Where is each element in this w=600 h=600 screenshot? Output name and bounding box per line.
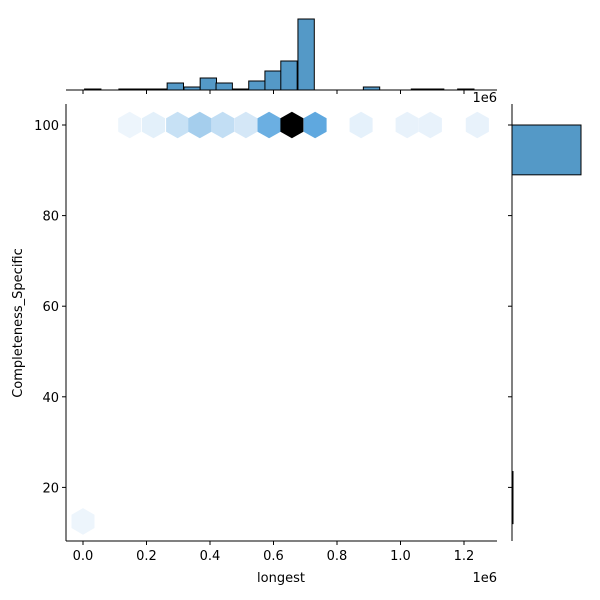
hexbin-cell bbox=[234, 111, 258, 139]
x-tick-label: 0.6 bbox=[263, 549, 284, 564]
hexbin-cell bbox=[465, 111, 489, 139]
histogram-bar bbox=[199, 77, 218, 91]
histogram-bar bbox=[297, 18, 315, 91]
marginal-y-histogram bbox=[511, 124, 582, 525]
x-tick-label: 1.2 bbox=[454, 549, 475, 564]
y-tick-label: 80 bbox=[42, 210, 59, 225]
x-axis-ticks: 0.0 0.2 0.4 0.6 0.8 1.0 1.2 bbox=[73, 541, 475, 564]
y-tick-label: 60 bbox=[42, 300, 59, 315]
y-axis-label: Completeness_Specific bbox=[11, 248, 26, 398]
y-tick-label: 100 bbox=[34, 119, 59, 134]
hexbin-cell bbox=[257, 111, 281, 139]
top-marginal-ticks bbox=[82, 90, 465, 94]
hexbin-cell bbox=[166, 111, 190, 139]
hexbin-cell bbox=[118, 111, 142, 139]
y-axis-ticks: 20 40 60 80 100 bbox=[34, 119, 66, 496]
x-offset-label-top: 1e6 bbox=[472, 91, 497, 106]
right-marginal-ticks bbox=[508, 124, 512, 488]
y-tick-label: 20 bbox=[42, 481, 59, 496]
hexbin-cell bbox=[71, 508, 95, 535]
x-tick-label: 0.4 bbox=[200, 549, 221, 564]
hexbin-cell bbox=[395, 111, 419, 139]
histogram-bar bbox=[511, 124, 582, 176]
hexbin-cell bbox=[188, 111, 212, 139]
x-tick-label: 0.2 bbox=[136, 549, 157, 564]
x-axis-label: longest bbox=[257, 571, 305, 586]
hexbin-cell bbox=[142, 111, 165, 139]
x-tick-label: 0.0 bbox=[73, 549, 94, 564]
hexbin-cell bbox=[303, 111, 327, 139]
histogram-bar bbox=[264, 70, 282, 91]
y-tick-label: 40 bbox=[42, 391, 59, 406]
x-tick-label: 1.0 bbox=[390, 549, 411, 564]
histogram-bar bbox=[280, 60, 298, 91]
histogram-bar bbox=[215, 82, 233, 91]
x-tick-label: 0.8 bbox=[327, 549, 348, 564]
hexbin-layer bbox=[71, 111, 489, 535]
marginal-x-histogram bbox=[84, 18, 475, 91]
hexbin-cell bbox=[418, 111, 442, 139]
x-offset-label-bottom: 1e6 bbox=[472, 571, 497, 586]
hexbin-cell bbox=[280, 111, 304, 139]
hexbin-cell bbox=[349, 111, 373, 139]
histogram-bar bbox=[166, 82, 184, 91]
histogram-bar bbox=[248, 80, 266, 91]
hexbin-cell bbox=[211, 111, 235, 139]
